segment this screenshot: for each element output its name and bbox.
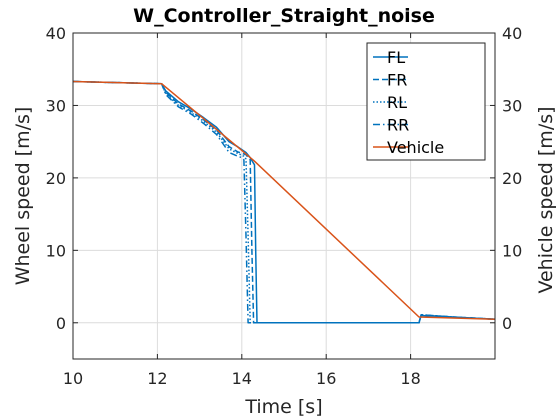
x-axis-label: Time [s] <box>244 396 322 418</box>
legend-label-rl: RL <box>387 93 407 112</box>
y-left-tick-label: 10 <box>46 241 66 260</box>
x-tick-label: 14 <box>232 369 252 388</box>
x-tick-label: 16 <box>316 369 336 388</box>
y-right-tick-label: 0 <box>502 314 512 333</box>
series-line-vehicle <box>72 80 496 320</box>
plot-frame <box>72 32 496 360</box>
chart-title: W_Controller_Straight_noise <box>133 5 435 27</box>
legend-box <box>366 42 486 161</box>
y-left-tick-label: 0 <box>56 314 66 333</box>
series-line-rr <box>72 80 496 324</box>
series-layer <box>72 80 496 324</box>
y-left-tick-label: 40 <box>46 24 66 43</box>
x-tick-label: 12 <box>147 369 167 388</box>
tick-layer: 10 12 14 16 18 0 0 10 10 20 20 30 30 40 40 <box>46 24 523 388</box>
y-right-tick-label: 10 <box>502 241 522 260</box>
y-right-tick-label: 30 <box>502 96 522 115</box>
legend-label-fl: FL <box>387 48 405 67</box>
y-left-tick-label: 20 <box>46 169 66 188</box>
y-right-tick-label: 40 <box>502 24 522 43</box>
x-tick-label: 10 <box>63 369 83 388</box>
legend-label-fr: FR <box>387 71 407 90</box>
y-left-tick-label: 30 <box>46 96 66 115</box>
y-axis-right-label: Vehicle speed [m/s] <box>535 106 557 293</box>
legend-label-rr: RR <box>387 116 409 135</box>
y-axis-left-label: Wheel speed [m/s] <box>12 107 34 286</box>
x-tick-label: 18 <box>400 369 420 388</box>
legend: FL FR RL RR Vehicle <box>366 42 486 161</box>
series-line-fr <box>72 80 496 324</box>
y-right-tick-label: 20 <box>502 169 522 188</box>
legend-label-vehicle: Vehicle <box>387 138 444 157</box>
